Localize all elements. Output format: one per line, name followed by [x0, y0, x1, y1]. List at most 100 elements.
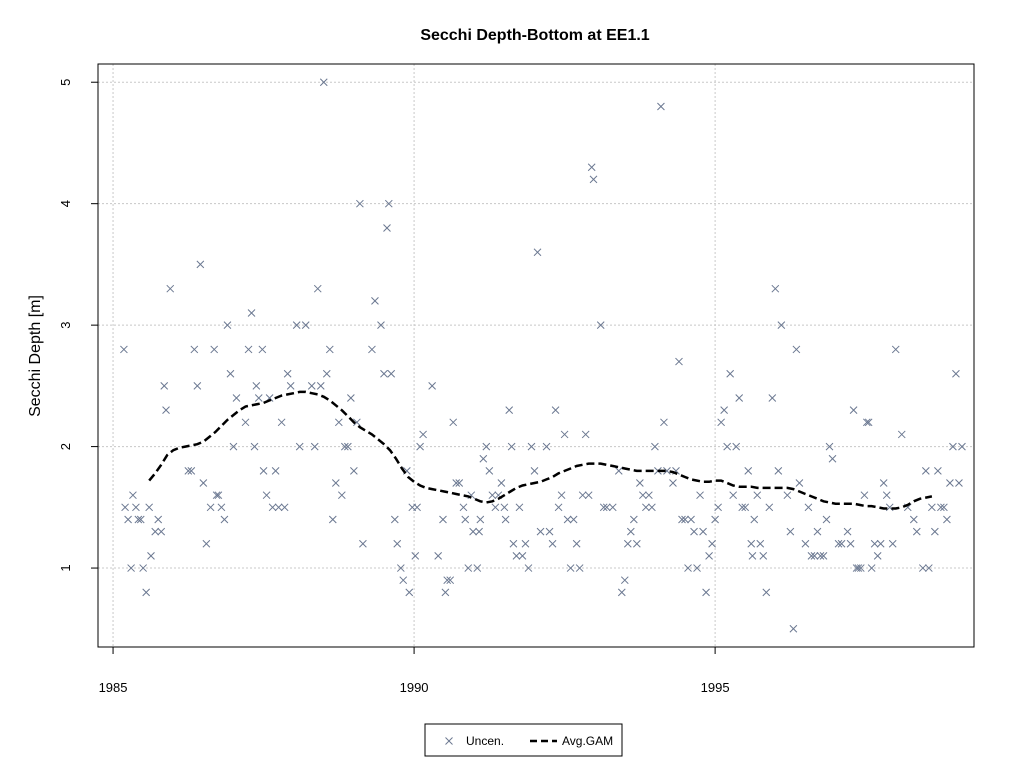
data-point	[774, 467, 783, 475]
data-point	[699, 527, 707, 536]
data-point	[750, 515, 759, 524]
data-point	[732, 442, 741, 451]
x-axis: 1985 1990 1995	[99, 646, 730, 695]
data-point	[190, 345, 199, 354]
data-point	[949, 442, 957, 451]
data-point	[127, 564, 135, 572]
chart-title: Secchi Depth-Bottom at EE1.1	[420, 27, 649, 44]
data-point	[765, 503, 774, 512]
data-point	[756, 539, 765, 548]
data-point	[187, 467, 196, 475]
data-point	[943, 515, 951, 524]
data-point	[220, 515, 229, 524]
legend-marker-uncen	[445, 737, 453, 745]
data-point	[512, 552, 521, 560]
data-point	[121, 503, 129, 512]
data-point	[741, 503, 750, 512]
data-point	[387, 369, 396, 378]
legend-box	[424, 723, 623, 757]
data-point	[702, 588, 710, 597]
data-point	[151, 527, 160, 536]
data-point	[651, 442, 659, 451]
data-point	[660, 418, 668, 427]
data-point	[599, 503, 608, 512]
grid-lines	[98, 64, 974, 647]
data-point	[946, 479, 954, 487]
data-point	[501, 515, 510, 524]
data-point	[166, 284, 175, 293]
data-point	[783, 491, 792, 500]
data-point	[262, 491, 271, 500]
data-point	[786, 527, 795, 536]
data-point	[160, 382, 169, 390]
data-point	[614, 467, 623, 475]
data-point	[469, 527, 477, 536]
data-point	[344, 442, 352, 451]
data-point	[940, 503, 948, 512]
legend-label-uncen: Uncen.	[466, 734, 504, 748]
data-point	[632, 539, 641, 548]
data-point	[533, 248, 542, 257]
data-point	[738, 503, 747, 512]
data-point	[834, 539, 843, 548]
data-point	[759, 552, 768, 560]
data-point	[819, 552, 828, 560]
data-point	[157, 527, 166, 536]
data-point	[212, 491, 221, 500]
legend-marker-point	[445, 737, 453, 745]
data-point	[439, 515, 447, 524]
data-point	[807, 552, 816, 560]
data-point	[124, 515, 132, 524]
data-point	[873, 552, 882, 560]
data-point	[383, 224, 391, 232]
data-point	[515, 503, 524, 512]
data-point	[475, 527, 483, 536]
data-point	[476, 515, 485, 524]
data-point	[602, 503, 611, 512]
y-tick-label: 4	[58, 200, 73, 207]
data-point	[693, 564, 701, 572]
data-point	[347, 394, 355, 402]
data-point	[482, 442, 491, 451]
data-point	[735, 394, 744, 402]
data-point	[551, 406, 560, 415]
data-point	[413, 503, 421, 512]
data-point	[642, 503, 650, 512]
data-point	[193, 382, 202, 390]
data-point	[657, 102, 665, 111]
data-point	[854, 564, 863, 572]
data-point	[331, 479, 340, 487]
data-point	[589, 175, 598, 184]
data-point	[636, 479, 644, 487]
data-point	[572, 539, 581, 548]
data-point	[726, 369, 735, 378]
data-point	[226, 369, 235, 378]
data-point	[542, 442, 551, 451]
data-point	[416, 442, 424, 451]
data-point	[147, 552, 155, 560]
data-point	[443, 576, 452, 585]
data-point	[223, 321, 232, 329]
data-point	[801, 539, 810, 548]
data-point	[393, 539, 402, 548]
data-point	[295, 442, 304, 451]
data-point	[626, 527, 635, 536]
data-point	[711, 515, 719, 524]
data-point	[918, 564, 927, 572]
data-point	[280, 503, 289, 512]
x-tick-label: 1995	[701, 680, 730, 695]
data-point	[864, 418, 873, 427]
y-tick-label: 3	[58, 322, 73, 329]
data-point	[648, 503, 656, 512]
data-point	[587, 163, 596, 172]
data-point	[307, 382, 316, 390]
data-point	[202, 539, 211, 548]
data-point	[897, 430, 906, 439]
data-point	[229, 442, 238, 451]
data-point	[390, 515, 399, 524]
data-point	[675, 357, 683, 366]
data-point	[473, 564, 482, 572]
data-point	[795, 479, 804, 487]
data-point	[825, 442, 834, 451]
data-point	[136, 515, 145, 524]
